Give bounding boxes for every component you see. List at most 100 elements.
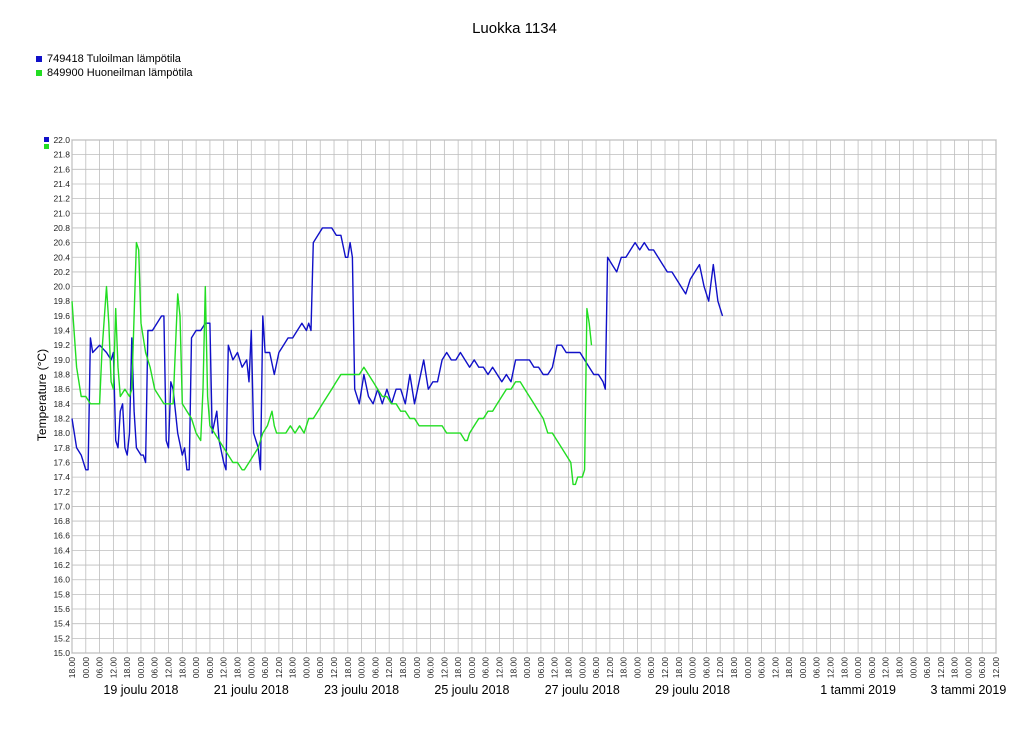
x-tick-label: 12.00	[715, 657, 725, 679]
x-tick-label: 00.00	[246, 657, 256, 679]
x-tick-label: 12.00	[936, 657, 946, 679]
x-tick-label: 06.00	[95, 657, 105, 679]
y-tick-label: 22.0	[53, 135, 70, 145]
x-tick-label: 18.00	[784, 657, 794, 679]
axis-marker-room-air	[44, 144, 49, 149]
y-tick-label: 15.6	[53, 604, 70, 614]
x-tick-label: 00.00	[853, 657, 863, 679]
plot-area	[71, 139, 997, 654]
y-tick-label: 21.8	[53, 150, 70, 160]
series-line-room-air	[71, 241, 593, 486]
x-tick-label: 00.00	[136, 657, 146, 679]
y-tick-label: 20.6	[53, 238, 70, 248]
x-tick-label: 12.00	[881, 657, 891, 679]
y-tick-label: 17.0	[53, 501, 70, 511]
y-tick-label: 18.4	[53, 399, 70, 409]
x-tick-label: 12.00	[164, 657, 174, 679]
y-tick-label: 20.4	[53, 252, 70, 262]
y-tick-label: 19.6	[53, 311, 70, 321]
series-lines	[44, 137, 724, 486]
x-tick-label: 18.00	[288, 657, 298, 679]
y-axis-label: Temperature (°C)	[35, 349, 49, 441]
x-tick-label: 06.00	[260, 657, 270, 679]
y-tick-label: 20.8	[53, 223, 70, 233]
x-axis-date-labels: 19 joulu 2018 21 joulu 2018 23 joulu 2018 2…	[103, 683, 1006, 697]
x-tick-label: 06.00	[426, 657, 436, 679]
x-tick-label: 18.00	[453, 657, 463, 679]
x-date-label: 29 joulu 2018	[655, 683, 730, 697]
x-tick-label: 18.00	[508, 657, 518, 679]
y-tick-label: 15.2	[53, 633, 70, 643]
x-date-label: 27 joulu 2018	[545, 683, 620, 697]
x-tick-label: 00.00	[81, 657, 91, 679]
x-tick-label: 18.00	[232, 657, 242, 679]
x-tick-label: 18.00	[67, 657, 77, 679]
x-date-label: 3 tammi 2019	[931, 683, 1007, 697]
y-tick-label: 17.4	[53, 472, 70, 482]
x-tick-label: 06.00	[977, 657, 987, 679]
y-tick-label: 19.2	[53, 340, 70, 350]
x-date-label: 1 tammi 2019	[820, 683, 896, 697]
x-tick-label: 18.00	[950, 657, 960, 679]
x-tick-label: 18.00	[177, 657, 187, 679]
legend-label-supply-air: 749418 Tuloilman lämpötila	[47, 53, 181, 65]
x-tick-label: 00.00	[412, 657, 422, 679]
y-tick-label: 16.8	[53, 516, 70, 526]
x-tick-label: 12.00	[384, 657, 394, 679]
series-line-supply-air	[71, 227, 724, 471]
axis-marker-supply-air	[44, 137, 49, 142]
x-tick-label: 00.00	[357, 657, 367, 679]
x-tick-label: 00.00	[577, 657, 587, 679]
legend-swatch-supply-air	[36, 56, 42, 62]
x-tick-label: 18.00	[839, 657, 849, 679]
x-tick-label: 06.00	[812, 657, 822, 679]
y-tick-label: 16.6	[53, 531, 70, 541]
y-tick-label: 17.2	[53, 487, 70, 497]
y-tick-label: 19.4	[53, 326, 70, 336]
y-axis-ticks: 15.0 15.2 15.4 15.6 15.8 16.0 16.2 16.4 16.6 16.8…	[53, 135, 70, 658]
x-tick-label: 00.00	[743, 657, 753, 679]
x-tick-label: 06.00	[922, 657, 932, 679]
x-tick-label: 12.00	[605, 657, 615, 679]
x-tick-label: 18.00	[122, 657, 132, 679]
x-tick-label: 18.00	[563, 657, 573, 679]
x-tick-label: 18.00	[674, 657, 684, 679]
x-tick-label: 00.00	[301, 657, 311, 679]
y-tick-label: 15.0	[53, 648, 70, 658]
x-tick-label: 18.00	[343, 657, 353, 679]
legend-swatch-room-air	[36, 70, 42, 76]
x-tick-label: 06.00	[757, 657, 767, 679]
x-tick-label: 00.00	[467, 657, 477, 679]
x-tick-label: 18.00	[894, 657, 904, 679]
y-tick-label: 16.4	[53, 545, 70, 555]
y-tick-label: 21.6	[53, 164, 70, 174]
y-tick-label: 18.0	[53, 428, 70, 438]
y-tick-label: 19.8	[53, 296, 70, 306]
x-tick-label: 12.00	[550, 657, 560, 679]
x-tick-label: 00.00	[632, 657, 642, 679]
x-axis-ticks: 18.00 00.00 06.00 12.00 18.00 00.00 06.00 12.00…	[67, 657, 1001, 679]
x-tick-label: 06.00	[205, 657, 215, 679]
y-tick-label: 16.0	[53, 575, 70, 585]
x-tick-label: 06.00	[591, 657, 601, 679]
x-tick-label: 12.00	[660, 657, 670, 679]
legend-item-room-air: 849900 Huoneilman lämpötila	[36, 66, 193, 80]
y-tick-label: 18.8	[53, 370, 70, 380]
x-tick-label: 06.00	[150, 657, 160, 679]
y-tick-label: 18.6	[53, 384, 70, 394]
x-tick-label: 00.00	[963, 657, 973, 679]
x-tick-label: 00.00	[908, 657, 918, 679]
legend-item-supply-air: 749418 Tuloilman lämpötila	[36, 52, 193, 66]
x-date-label: 21 joulu 2018	[214, 683, 289, 697]
x-tick-label: 00.00	[798, 657, 808, 679]
x-tick-label: 12.00	[991, 657, 1001, 679]
x-tick-label: 12.00	[108, 657, 118, 679]
x-tick-label: 12.00	[274, 657, 284, 679]
y-tick-label: 20.2	[53, 267, 70, 277]
grid	[71, 139, 997, 654]
x-tick-label: 12.00	[495, 657, 505, 679]
x-tick-label: 00.00	[688, 657, 698, 679]
x-tick-label: 18.00	[398, 657, 408, 679]
legend: 749418 Tuloilman lämpötila 849900 Huonei…	[36, 52, 193, 80]
